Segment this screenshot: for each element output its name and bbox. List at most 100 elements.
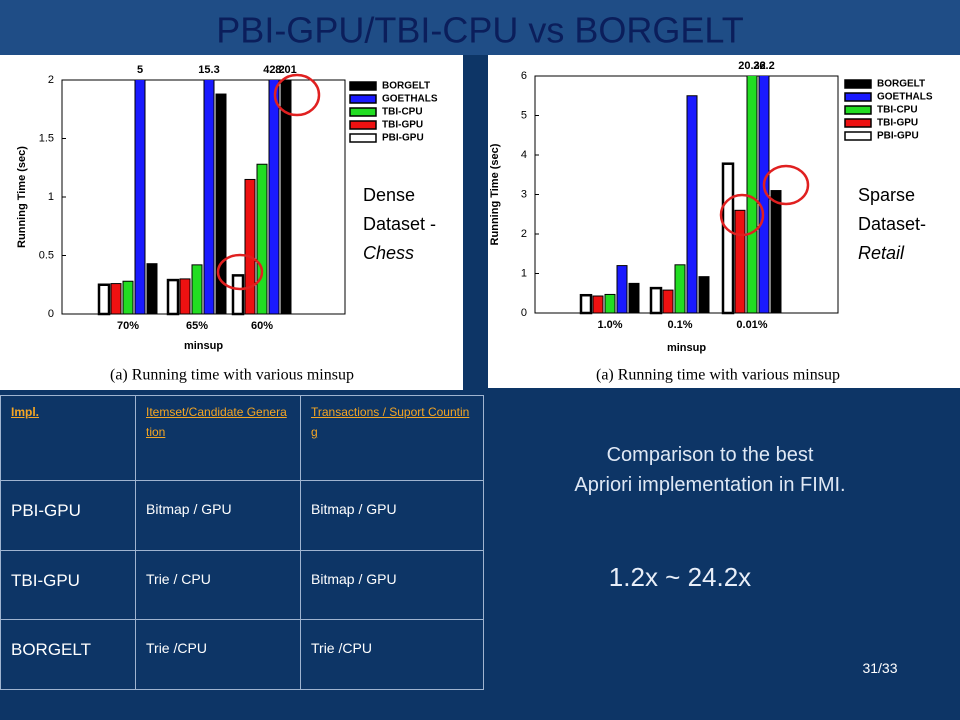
bar: [616, 265, 628, 314]
bar: [179, 278, 191, 315]
bar: [758, 76, 770, 314]
slide-title: PBI-GPU/TBI-CPU vs BORGELT: [216, 10, 743, 51]
impl-table: Impl. Itemset/Candidate Generation Trans…: [0, 395, 484, 690]
bar: [122, 280, 134, 315]
title-band: [0, 0, 960, 55]
cell: PBI-GPU: [0, 480, 136, 551]
bar: [628, 282, 640, 314]
speedup-text: 1.2x ~ 24.2x: [608, 562, 752, 592]
x-axis-label: minsup: [667, 342, 706, 354]
comparison-text: Comparison to the best Apriori implement…: [500, 440, 920, 500]
bar: [146, 263, 158, 315]
bar: [579, 293, 593, 315]
y-tick-label: 0: [521, 307, 527, 319]
cell: Bitmap / GPU: [300, 480, 484, 551]
x-tick-label: 0.1%: [667, 319, 692, 331]
value-label: 8.01: [275, 64, 296, 76]
table-row: PBI-GPU Bitmap / GPU Bitmap / GPU: [0, 480, 484, 551]
value-label: 20.32: [738, 60, 766, 72]
legend-label: BORGELT: [877, 79, 925, 90]
annotation: Dataset -: [363, 214, 436, 234]
bar: [674, 264, 686, 314]
legend-swatch: [349, 120, 377, 130]
cell: Trie / CPU: [135, 549, 301, 621]
cell: Bitmap / GPU: [135, 480, 301, 551]
x-tick-label: 70%: [117, 320, 139, 332]
table-row: BORGELT Trie /CPU Trie /CPU: [0, 619, 484, 690]
cell: BORGELT: [0, 619, 136, 690]
bar: [268, 80, 280, 315]
bar: [746, 76, 758, 314]
bar: [770, 190, 782, 314]
y-tick-label: 3: [521, 188, 527, 200]
y-tick-label: 6: [521, 70, 527, 82]
bar: [604, 293, 616, 314]
annotation: Retail: [858, 243, 905, 263]
y-tick-label: 5: [521, 109, 527, 121]
bar: [215, 93, 227, 315]
table-row: TBI-GPU Trie / CPU Bitmap / GPU: [0, 549, 484, 621]
x-tick-label: 1.0%: [597, 319, 622, 331]
legend-label: PBI-GPU: [877, 131, 919, 142]
highlight-circle: [216, 253, 264, 291]
header-cell: Impl.: [0, 395, 136, 481]
annotation: Dense: [363, 185, 415, 205]
bar: [649, 286, 663, 315]
bar: [256, 163, 268, 315]
value-label: 5: [137, 64, 143, 76]
text-line: Comparison to the best: [606, 444, 814, 466]
bar: [191, 264, 203, 315]
cell: Bitmap / GPU: [300, 549, 484, 621]
value-label: 15.3: [198, 64, 219, 76]
highlight-circle: [273, 73, 321, 117]
legend-label: TBI-GPU: [877, 118, 918, 129]
legend-swatch: [844, 92, 872, 102]
cell: Trie /CPU: [300, 619, 484, 690]
table-header: Impl. Itemset/Candidate Generation Trans…: [0, 395, 484, 481]
bar: [231, 274, 245, 316]
y-tick-label: 4: [521, 149, 527, 161]
bar: [592, 295, 604, 314]
legend-swatch: [844, 118, 872, 128]
legend-label: GOETHALS: [382, 94, 438, 105]
legend-swatch: [844, 105, 872, 115]
y-tick-label: 2: [48, 74, 54, 86]
legend-swatch: [844, 131, 872, 141]
charts: 0 0.5 1 1.5 2 Running Time (sec) minsup (a) Run…: [16, 60, 933, 384]
header-cell: Itemset/Candidate Generation: [135, 395, 301, 481]
bar: [721, 162, 735, 315]
legend-swatch: [844, 79, 872, 89]
bar: [203, 80, 215, 315]
y-tick-label: 1: [48, 191, 54, 203]
x-tick-label: 65%: [186, 320, 208, 332]
text-line: Apriori implementation in FIMI.: [574, 474, 846, 496]
legend-swatch: [349, 94, 377, 104]
annotation: Dataset-: [858, 214, 926, 234]
bar: [662, 289, 674, 314]
legend-label: TBI-GPU: [382, 120, 423, 131]
legend-label: PBI-GPU: [382, 133, 424, 144]
legend-label: TBI-CPU: [382, 107, 423, 118]
page-number: 31/33: [862, 660, 898, 676]
x-axis-label: minsup: [184, 340, 223, 352]
bar: [244, 178, 256, 315]
bar: [166, 278, 180, 316]
legend-swatch: [349, 133, 377, 143]
bar: [97, 283, 111, 316]
caption: (a) Running time with various minsup: [110, 367, 354, 384]
annotation: Sparse: [858, 185, 915, 205]
bar: [734, 209, 746, 314]
legend-label: TBI-CPU: [877, 105, 918, 116]
annotation: Chess: [363, 243, 414, 263]
cell: Trie /CPU: [135, 619, 301, 690]
cell: TBI-GPU: [0, 549, 136, 621]
bar: [686, 95, 698, 314]
header-cell: Transactions / Suport Counting: [300, 395, 484, 481]
y-tick-label: 1.5: [39, 132, 54, 144]
bar: [134, 80, 146, 315]
y-tick-label: 0: [48, 308, 54, 320]
highlight-circle: [762, 164, 810, 206]
bar: [280, 80, 292, 315]
